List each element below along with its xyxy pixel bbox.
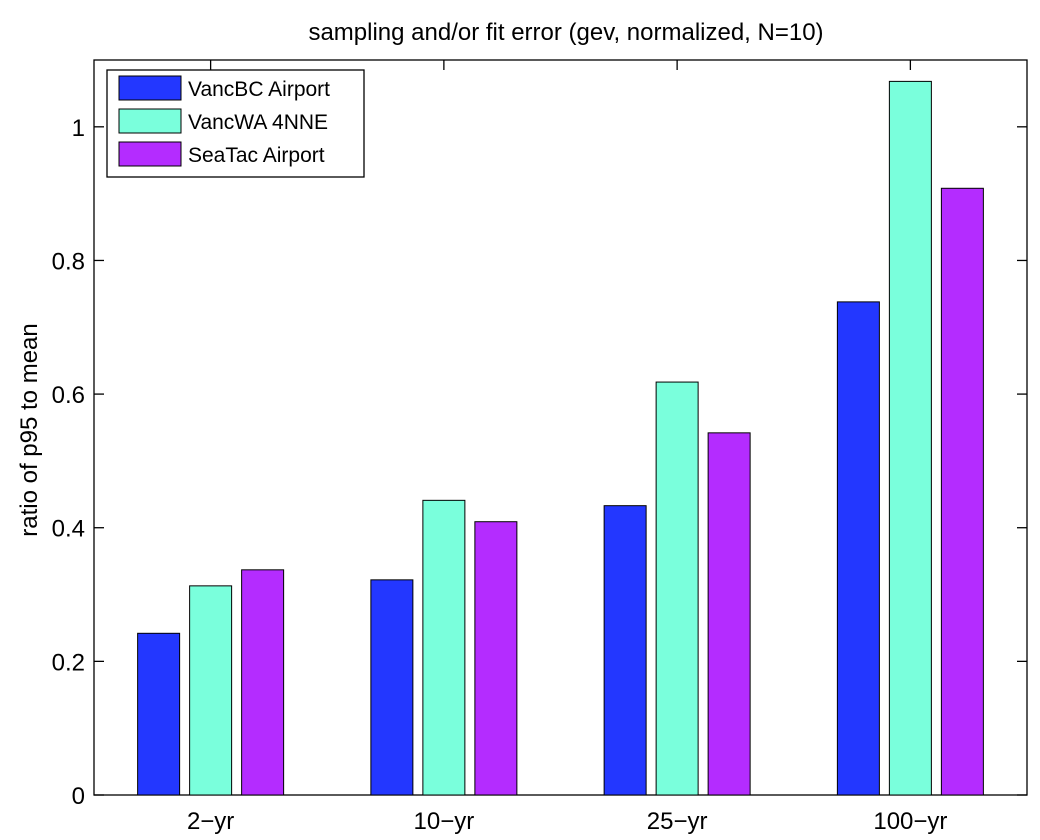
x-tick-label: 2−yr <box>187 808 234 835</box>
x-tick-label: 25−yr <box>647 808 708 835</box>
bar <box>655 381 699 796</box>
legend-label: VancBC Airport <box>188 78 330 101</box>
y-tick-label: 0.6 <box>52 382 85 409</box>
x-tick-label: 100−yr <box>873 808 947 835</box>
y-tick-label: 0.2 <box>52 649 85 676</box>
bar <box>940 187 984 796</box>
bar <box>370 579 414 796</box>
y-tick-label: 1 <box>72 115 85 142</box>
legend-swatch <box>118 75 182 101</box>
y-axis-label: ratio of p95 to mean <box>16 323 43 536</box>
bar <box>888 80 932 796</box>
bar <box>422 499 466 796</box>
plot-frame <box>93 59 1028 796</box>
legend-label: SeaTac Airport <box>188 144 325 167</box>
bar <box>603 505 647 796</box>
y-tick-label: 0.4 <box>52 516 85 543</box>
bar <box>189 585 233 796</box>
plot-area: 0 0.2 0.4 0.6 0.8 1 2−yr 10−yr 25−yr 100−yr <box>52 59 1028 835</box>
x-tick-label: 10−yr <box>414 808 475 835</box>
legend: VancBC Airport VancWA 4NNE SeaTac Airport <box>106 69 365 178</box>
bar <box>836 301 880 796</box>
bar <box>137 632 181 796</box>
y-tick-label: 0.8 <box>52 248 85 275</box>
bar <box>707 432 751 796</box>
legend-label: VancWA 4NNE <box>188 111 328 134</box>
bar <box>474 521 518 796</box>
legend-swatch <box>118 108 182 134</box>
y-tick-label: 0 <box>72 783 85 810</box>
chart-title: sampling and/or fit error (gev, normaliz… <box>308 19 823 46</box>
bar <box>241 569 285 796</box>
legend-swatch <box>118 141 182 167</box>
